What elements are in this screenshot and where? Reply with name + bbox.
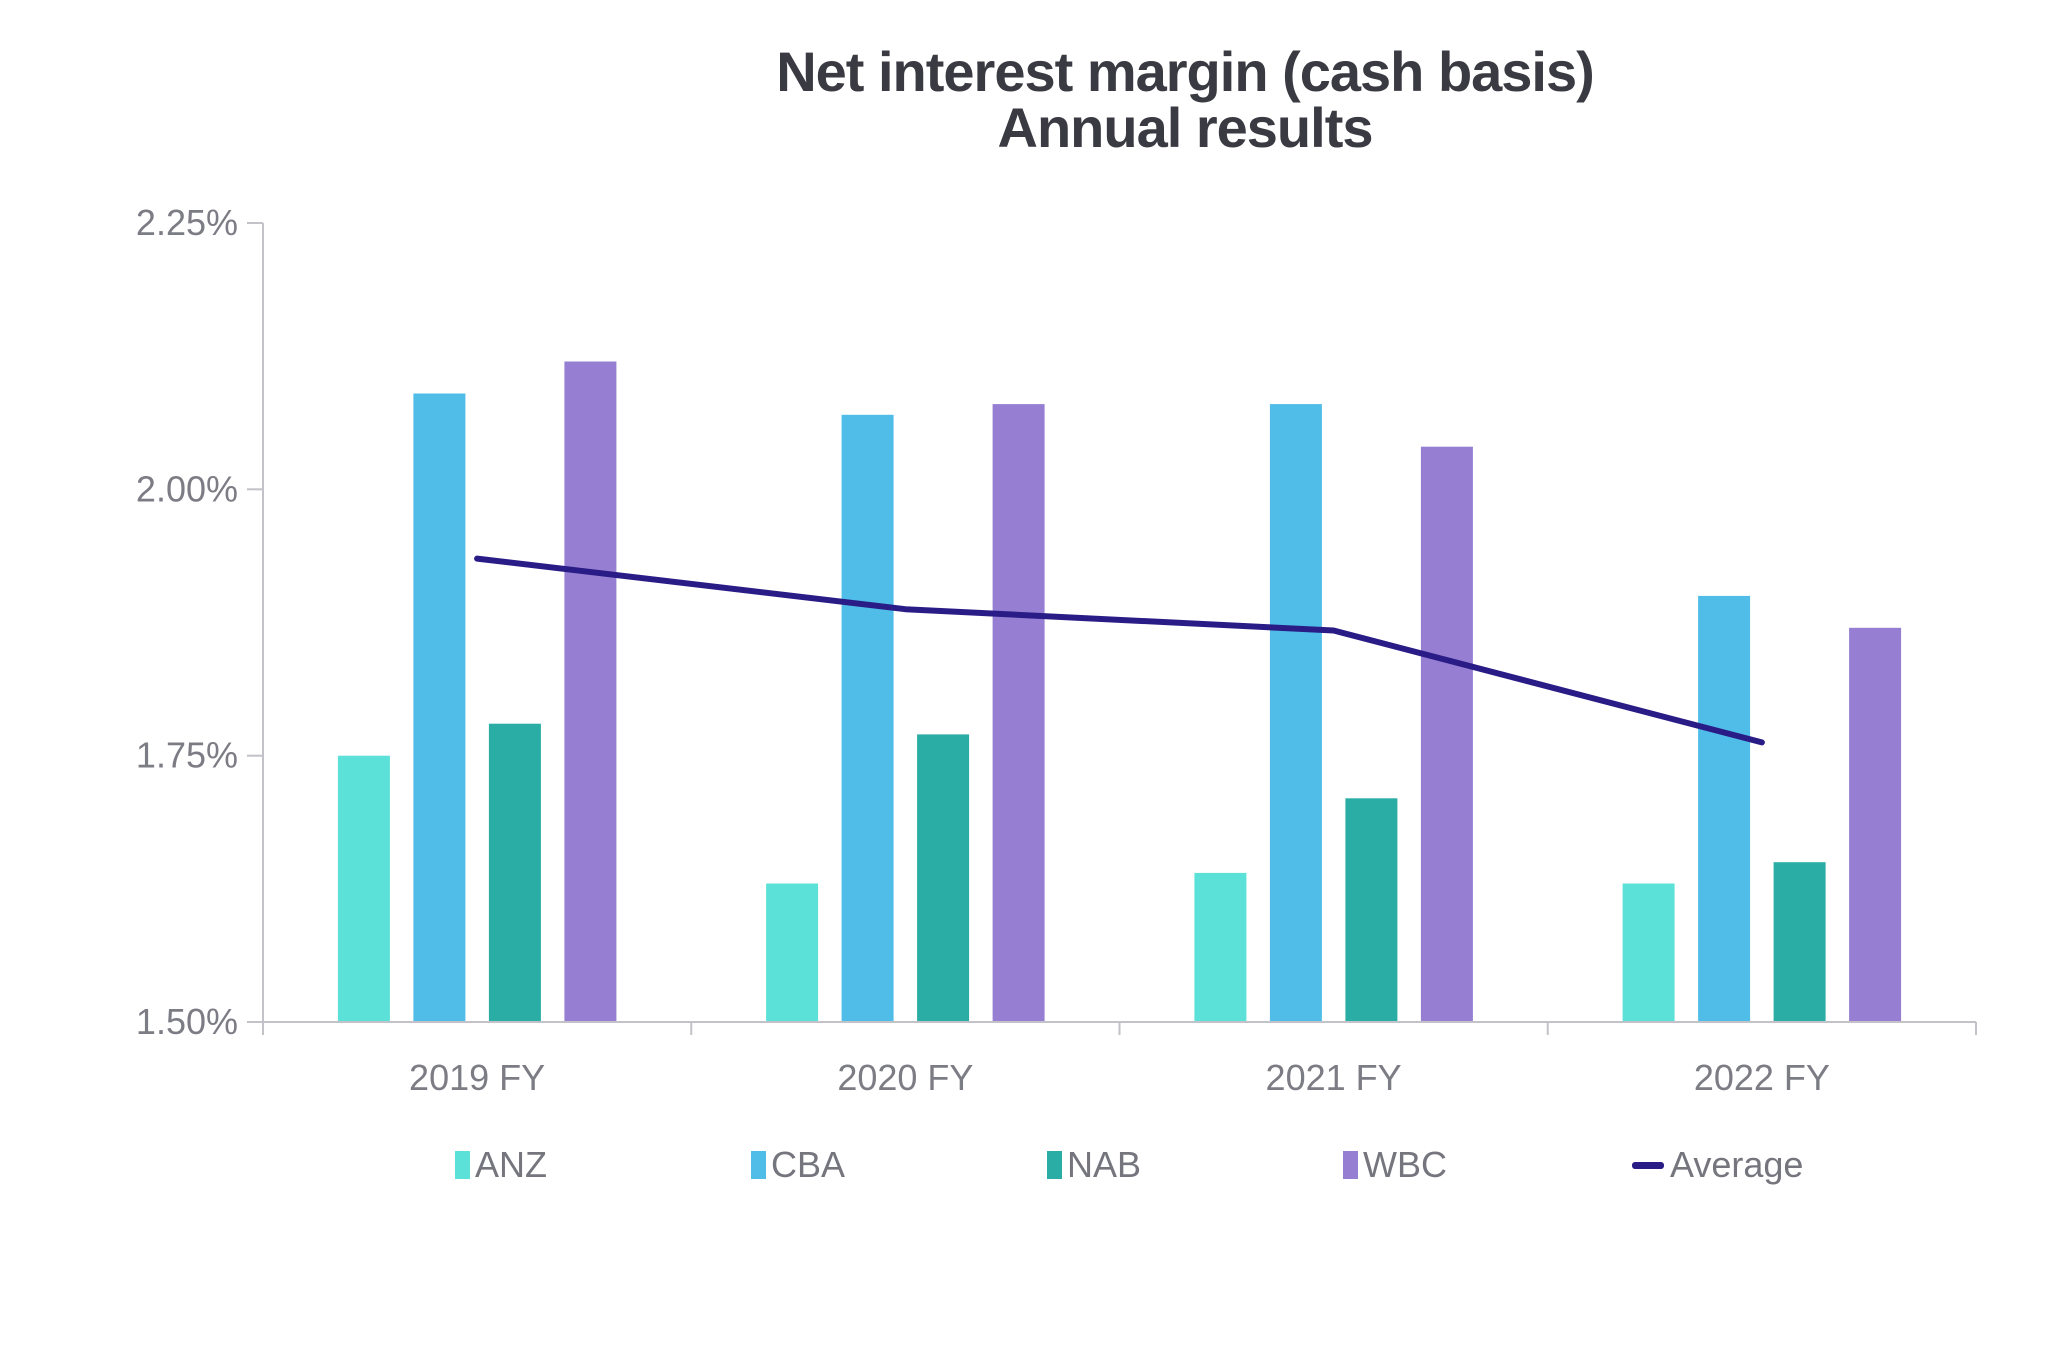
bar-cba-2019-fy (413, 393, 466, 1022)
bar-anz-2021-fy (1194, 872, 1247, 1022)
bar-nab-2021-fy (1345, 798, 1398, 1022)
bar-nab-2020-fy (917, 734, 970, 1022)
bars-group (337, 361, 1902, 1023)
average-line (474, 555, 1765, 746)
chart-title-line-2: Annual results (997, 96, 1374, 159)
bar-anz-2022-fy (1622, 883, 1675, 1022)
y-tick-label: 1.75% (136, 735, 238, 776)
bar-wbc-2020-fy (992, 404, 1045, 1023)
x-tick-label: 2021 FY (1266, 1057, 1402, 1098)
bar-wbc-2021-fy (1420, 446, 1473, 1022)
bar-cba-2022-fy (1698, 595, 1751, 1022)
bar-nab-2022-fy (1773, 862, 1826, 1022)
x-tick-label: 2022 FY (1694, 1057, 1830, 1098)
bar-wbc-2019-fy (564, 361, 617, 1022)
bar-cba-2021-fy (1269, 404, 1322, 1023)
bar-anz-2020-fy (766, 883, 819, 1022)
x-tick-label: 2019 FY (409, 1057, 545, 1098)
y-tick-label: 1.50% (136, 1001, 238, 1042)
chart-title: Net interest margin (cash basis) Annual … (322, 44, 2048, 156)
bar-cba-2020-fy (841, 414, 894, 1022)
bar-anz-2019-fy (337, 755, 390, 1022)
y-tick-label: 2.25% (136, 202, 238, 243)
chart-title-line-1: Net interest margin (cash basis) (776, 40, 1595, 103)
x-tick-label: 2020 FY (837, 1057, 973, 1098)
y-tick-label: 2.00% (136, 468, 238, 509)
bar-nab-2019-fy (488, 723, 541, 1022)
bar-wbc-2022-fy (1849, 627, 1902, 1022)
